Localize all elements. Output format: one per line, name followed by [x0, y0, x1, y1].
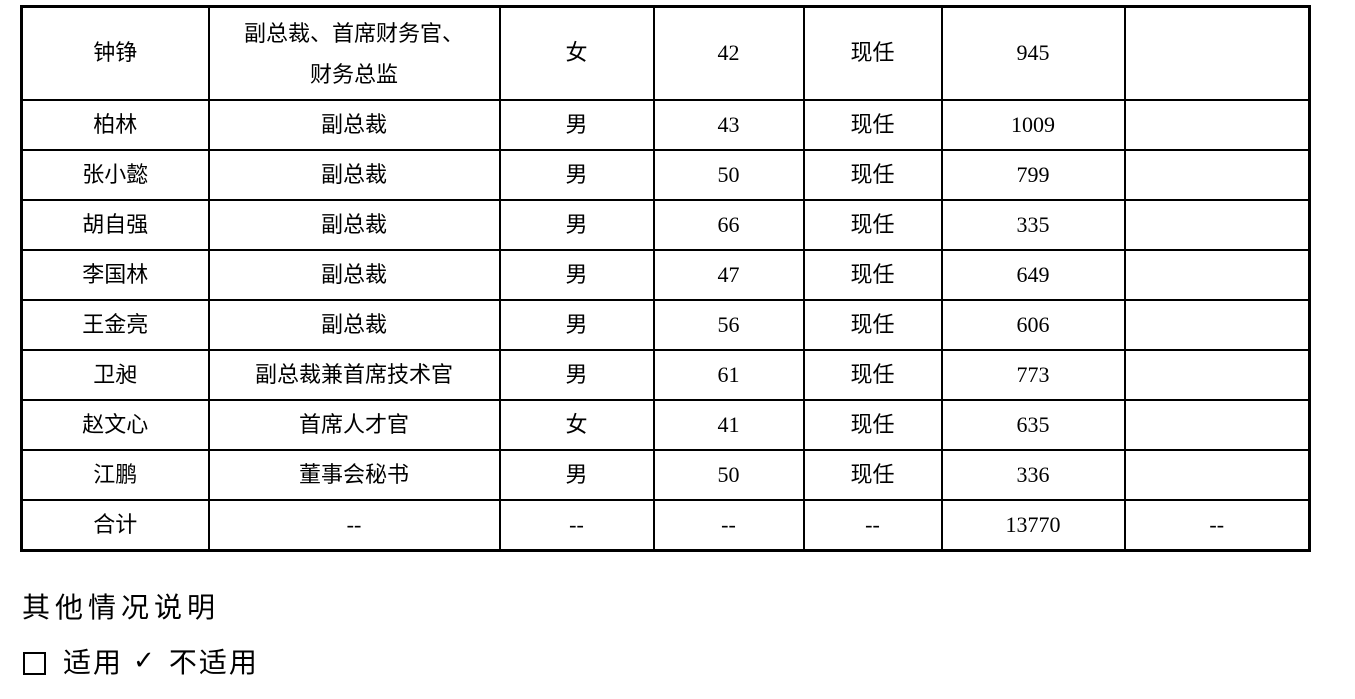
table-row: 王金亮 副总裁 男 56 现任 606	[20, 299, 1311, 351]
cell-age: 61	[652, 349, 805, 401]
cell-gender: 男	[498, 349, 655, 401]
cell-position: 首席人才官	[207, 399, 501, 451]
cell-name: 李国林	[20, 249, 210, 301]
cell-age: 42	[652, 5, 805, 101]
cell-position: 副总裁	[207, 149, 501, 201]
cell-status: 现任	[802, 299, 943, 351]
cell-status: 现任	[802, 449, 943, 501]
cell-note	[1123, 349, 1311, 401]
position-line-2: 财务总监	[309, 61, 398, 87]
cell-age: 50	[652, 449, 805, 501]
cell-remuneration: 799	[940, 149, 1126, 201]
cell-note	[1123, 99, 1311, 151]
cell-gender: --	[498, 499, 655, 552]
cell-age: 41	[652, 399, 805, 451]
table-row-total: 合计 -- -- -- -- 13770 --	[20, 499, 1311, 552]
cell-status: 现任	[802, 349, 943, 401]
cell-remuneration: 773	[940, 349, 1126, 401]
cell-name: 胡自强	[20, 199, 210, 251]
cell-gender: 男	[498, 199, 655, 251]
cell-name: 王金亮	[20, 299, 210, 351]
cell-gender: 女	[498, 5, 655, 101]
cell-position: 副总裁	[207, 299, 501, 351]
cell-note	[1123, 249, 1311, 301]
executives-table: 钟铮 副总裁、首席财务官、 财务总监 女 42 现任 945 柏林 副总裁 男 …	[20, 5, 1311, 552]
cell-note	[1123, 399, 1311, 451]
cell-position: 副总裁、首席财务官、 财务总监	[207, 5, 501, 101]
cell-remuneration: 336	[940, 449, 1126, 501]
table-row: 卫昶 副总裁兼首席技术官 男 61 现任 773	[20, 349, 1311, 401]
cell-gender: 男	[498, 249, 655, 301]
cell-name: 钟铮	[20, 5, 210, 101]
cell-note	[1123, 149, 1311, 201]
cell-age: 47	[652, 249, 805, 301]
applicability-line: 适用 ✓ 不适用	[23, 641, 259, 681]
cell-name: 赵文心	[20, 399, 210, 451]
cell-position: 副总裁	[207, 199, 501, 251]
cell-position: 董事会秘书	[207, 449, 501, 501]
empty-checkbox-icon	[23, 651, 46, 675]
cell-gender: 男	[498, 99, 655, 151]
cell-age: 56	[652, 299, 805, 351]
cell-status: 现任	[802, 249, 943, 301]
cell-remuneration: 13770	[940, 499, 1126, 552]
cell-age: 66	[652, 199, 805, 251]
cell-remuneration: 945	[940, 5, 1126, 101]
not-applicable-label: 不适用	[168, 648, 259, 679]
cell-remuneration: 635	[940, 399, 1126, 451]
table-row: 张小懿 副总裁 男 50 现任 799	[20, 149, 1311, 201]
position-line-1: 副总裁、首席财务官、	[243, 20, 464, 46]
cell-remuneration: 649	[940, 249, 1126, 301]
cell-remuneration: 1009	[940, 99, 1126, 151]
cell-status: 现任	[802, 199, 943, 251]
cell-age: 50	[652, 149, 805, 201]
cell-remuneration: 606	[940, 299, 1126, 351]
cell-note: --	[1123, 499, 1311, 552]
cell-name: 卫昶	[20, 349, 210, 401]
cell-gender: 男	[498, 299, 655, 351]
cell-status: --	[802, 499, 943, 552]
cell-status: 现任	[802, 399, 943, 451]
table-row: 李国林 副总裁 男 47 现任 649	[20, 249, 1311, 301]
table-row: 柏林 副总裁 男 43 现任 1009	[20, 99, 1311, 151]
cell-status: 现任	[802, 99, 943, 151]
cell-name: 合计	[20, 499, 210, 552]
cell-note	[1123, 5, 1311, 101]
cell-name: 江鹏	[20, 449, 210, 501]
table-row: 江鹏 董事会秘书 男 50 现任 336	[20, 449, 1311, 501]
cell-age: 43	[652, 99, 805, 151]
cell-gender: 女	[498, 399, 655, 451]
cell-gender: 男	[498, 149, 655, 201]
table-row: 胡自强 副总裁 男 66 现任 335	[20, 199, 1311, 251]
cell-status: 现任	[802, 149, 943, 201]
cell-note	[1123, 449, 1311, 501]
cell-name: 柏林	[20, 99, 210, 151]
cell-position: --	[207, 499, 501, 552]
cell-status: 现任	[802, 5, 943, 101]
table-row: 赵文心 首席人才官 女 41 现任 635	[20, 399, 1311, 451]
cell-position: 副总裁	[207, 99, 501, 151]
table-row: 钟铮 副总裁、首席财务官、 财务总监 女 42 现任 945	[20, 5, 1311, 101]
cell-note	[1123, 199, 1311, 251]
cell-remuneration: 335	[940, 199, 1126, 251]
applicable-label: 适用	[63, 648, 124, 679]
cell-position: 副总裁兼首席技术官	[207, 349, 501, 401]
cell-position: 副总裁	[207, 249, 501, 301]
cell-note	[1123, 299, 1311, 351]
cell-age: --	[652, 499, 805, 552]
section-title: 其他情况说明	[22, 593, 221, 624]
cell-name: 张小懿	[20, 149, 210, 201]
cell-gender: 男	[498, 449, 655, 501]
checkmark-icon: ✓	[133, 646, 157, 676]
